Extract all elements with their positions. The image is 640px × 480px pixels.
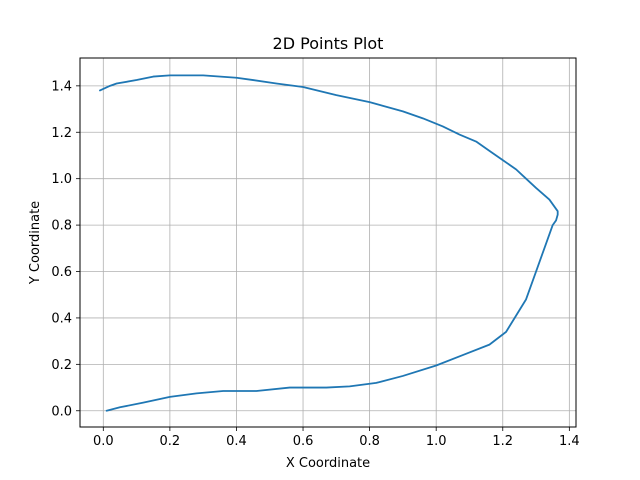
series-line — [99, 74, 559, 412]
y-tick-label: 1.0 — [51, 172, 72, 187]
x-axis: 0.0 0.2 0.4 0.6 0.8 1.0 1.2 1.4 — [93, 427, 580, 449]
x-tick-label: 0.6 — [293, 434, 314, 449]
y-axis-label: Y Coordinate — [28, 201, 43, 285]
x-tick-label: 0.4 — [226, 434, 247, 449]
x-tick-label: 0.2 — [160, 434, 181, 449]
x-tick-label: 1.4 — [559, 434, 580, 449]
y-tick-label: 0.2 — [51, 358, 72, 373]
series-layer — [99, 74, 559, 412]
y-tick-label: 1.2 — [51, 126, 72, 141]
y-tick-label: 0.0 — [51, 404, 72, 419]
chart-title: 2D Points Plot — [273, 34, 384, 53]
x-tick-label: 1.2 — [492, 434, 513, 449]
y-tick-label: 1.4 — [51, 79, 72, 94]
y-axis: 0.0 0.2 0.4 0.6 0.8 1.0 1.2 1.4 — [51, 79, 80, 419]
y-tick-label: 0.4 — [51, 311, 72, 326]
x-tick-label: 1.0 — [426, 434, 447, 449]
x-tick-label: 0.0 — [93, 434, 114, 449]
grid-lines — [80, 58, 576, 427]
y-tick-label: 0.8 — [51, 219, 72, 234]
plot-frame — [79, 57, 577, 428]
x-tick-label: 0.8 — [359, 434, 380, 449]
y-tick-label: 0.6 — [51, 265, 72, 280]
x-axis-label: X Coordinate — [286, 456, 370, 471]
